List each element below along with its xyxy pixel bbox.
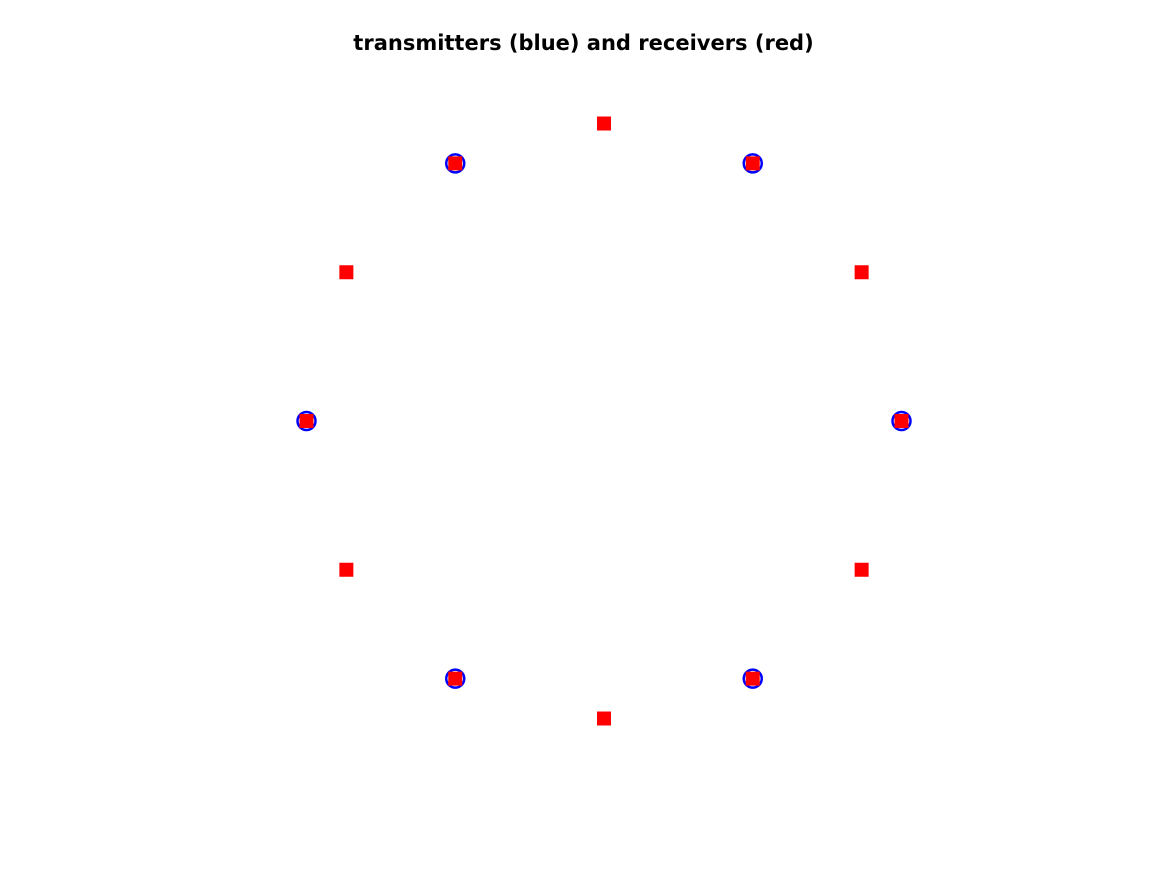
receiver-point <box>597 116 611 131</box>
transmitter-point <box>445 153 466 174</box>
transmitter-point <box>742 153 763 174</box>
receiver-point <box>299 414 314 428</box>
receiver-point <box>894 414 909 428</box>
transmitter-point <box>742 668 763 689</box>
receivers-series <box>299 116 909 726</box>
receiver-point <box>597 711 611 726</box>
receiver-point <box>339 265 354 280</box>
receiver-point <box>745 156 760 171</box>
receiver-point <box>854 265 869 280</box>
receiver-point <box>854 562 869 577</box>
transmitters-series <box>296 153 912 689</box>
receiver-point <box>745 671 760 686</box>
receiver-point <box>448 156 463 171</box>
transmitter-point <box>296 410 317 432</box>
transmitter-point <box>445 668 466 689</box>
receiver-point <box>448 671 463 686</box>
chart-title: transmitters (blue) and receivers (red) <box>353 31 814 55</box>
receiver-point <box>339 562 354 577</box>
transmitter-point <box>891 410 912 432</box>
